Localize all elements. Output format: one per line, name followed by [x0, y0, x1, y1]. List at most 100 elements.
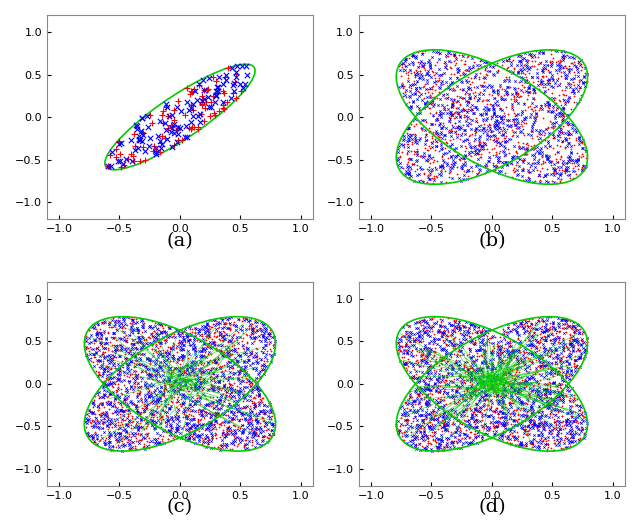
Point [452, 423, 463, 432]
Point [178, 386, 188, 395]
Point [397, 67, 408, 75]
Point [479, 120, 489, 129]
Point [125, 323, 136, 331]
Point [207, 398, 217, 406]
Point [149, 424, 159, 432]
Point [401, 416, 411, 425]
Point [177, 339, 188, 347]
Point [239, 316, 249, 325]
Point [196, 364, 207, 372]
Point [524, 336, 534, 344]
Point [544, 141, 554, 150]
Point [416, 427, 426, 436]
Point [241, 369, 251, 378]
Point [103, 346, 113, 354]
Point [454, 335, 464, 343]
Point [484, 80, 494, 89]
Point [97, 393, 108, 402]
Point [506, 346, 516, 355]
Point [156, 327, 166, 336]
Point [408, 396, 419, 405]
Point [419, 393, 429, 402]
Point [184, 362, 195, 371]
Point [214, 364, 225, 372]
Point [129, 363, 139, 371]
Point [175, 390, 185, 398]
Point [251, 353, 261, 361]
Point [93, 402, 103, 411]
Point [520, 417, 530, 426]
Point [504, 339, 515, 348]
Point [498, 397, 508, 406]
Point [540, 335, 550, 344]
Point [468, 108, 479, 117]
Point [523, 333, 533, 341]
Point [531, 437, 541, 445]
Point [511, 368, 521, 376]
Point [520, 150, 530, 159]
Point [489, 424, 499, 432]
Point [98, 409, 108, 418]
Point [442, 442, 452, 450]
Point [520, 426, 531, 434]
Point [124, 444, 134, 452]
Point [554, 380, 564, 388]
Point [553, 427, 563, 435]
Point [427, 52, 437, 61]
Point [445, 85, 455, 93]
Point [489, 144, 499, 152]
Point [492, 88, 502, 97]
Point [420, 133, 430, 141]
Point [566, 362, 576, 371]
Point [204, 399, 214, 408]
Point [517, 376, 527, 385]
Point [488, 361, 498, 370]
Point [479, 357, 489, 365]
Point [530, 153, 540, 162]
Point [237, 326, 247, 334]
Point [144, 392, 154, 400]
Point [249, 382, 259, 391]
Point [107, 355, 117, 363]
Point [229, 441, 239, 449]
Point [143, 369, 154, 377]
Point [536, 351, 547, 360]
Point [110, 406, 120, 415]
Point [466, 375, 476, 383]
Point [410, 442, 420, 451]
Point [115, 345, 125, 354]
Point [148, 375, 158, 384]
Point [156, 339, 166, 348]
Point [463, 139, 474, 147]
Point [173, 355, 183, 363]
Point [204, 359, 214, 367]
Point [204, 369, 214, 377]
Point [421, 391, 431, 400]
Point [90, 430, 100, 439]
Point [432, 141, 442, 150]
Point [214, 412, 224, 420]
Point [140, 394, 150, 402]
Point [462, 393, 472, 401]
Point [439, 388, 449, 396]
Point [486, 349, 496, 357]
Point [466, 120, 476, 128]
Point [454, 357, 464, 366]
Point [241, 436, 251, 444]
Point [423, 422, 433, 430]
Point [401, 100, 411, 108]
Point [417, 346, 428, 355]
Point [264, 417, 274, 426]
Point [460, 330, 470, 339]
Point [473, 323, 483, 331]
Point [522, 354, 532, 362]
Point [416, 355, 426, 364]
Point [516, 441, 526, 449]
Point [147, 406, 157, 415]
Point [127, 342, 137, 351]
Point [527, 127, 538, 135]
Point [195, 351, 205, 360]
Point [242, 375, 252, 384]
Point [239, 403, 250, 412]
Point [454, 361, 464, 370]
